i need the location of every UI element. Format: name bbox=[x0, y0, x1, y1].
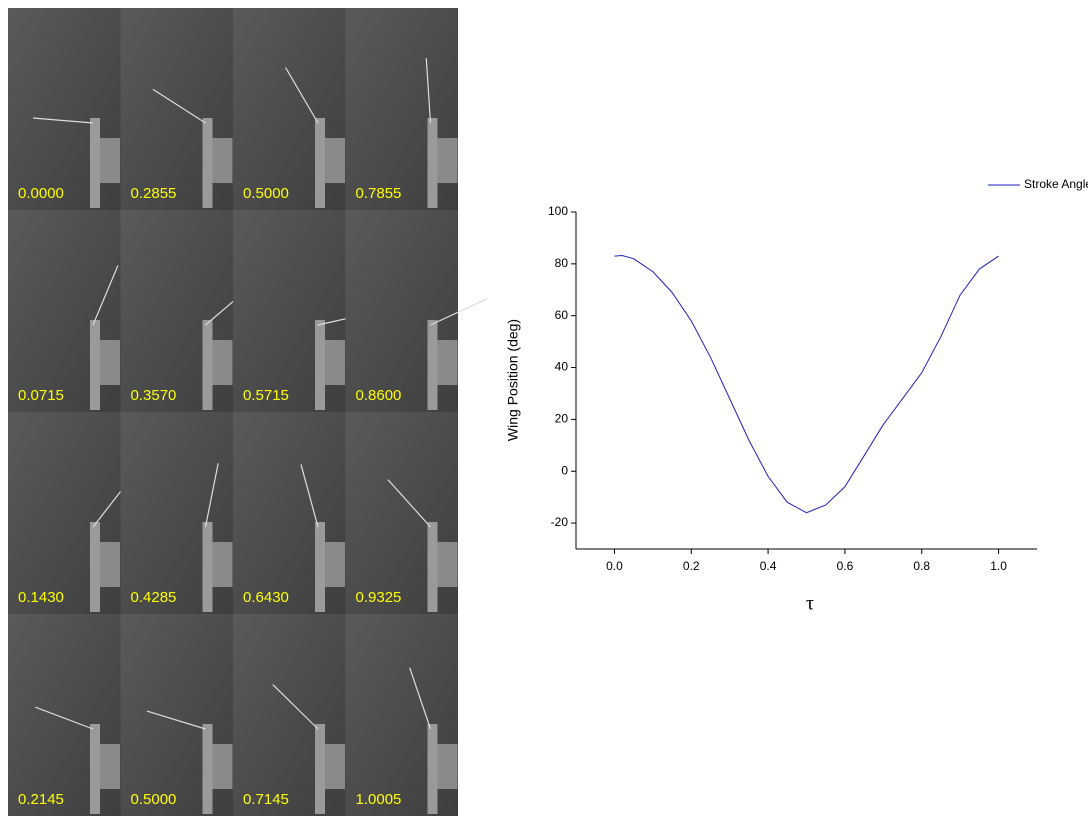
apparatus bbox=[202, 320, 213, 410]
y-tick-label: 100 bbox=[548, 204, 568, 218]
x-tick-label: 0.2 bbox=[683, 559, 700, 573]
wing bbox=[204, 463, 219, 528]
apparatus bbox=[315, 320, 325, 410]
apparatus bbox=[435, 138, 458, 183]
y-tick-label: -20 bbox=[551, 515, 569, 529]
frame-label: 0.5000 bbox=[243, 185, 289, 202]
frame-label: 0.5715 bbox=[243, 387, 289, 404]
frame-label: 0.6430 bbox=[243, 589, 289, 606]
wing bbox=[146, 710, 206, 730]
legend-label: Stroke Angle bbox=[1024, 177, 1088, 191]
apparatus bbox=[210, 138, 233, 183]
apparatus bbox=[427, 522, 438, 612]
wing bbox=[285, 67, 319, 124]
wing bbox=[430, 298, 487, 326]
wing bbox=[300, 464, 319, 528]
frame-label: 0.0000 bbox=[18, 185, 64, 202]
apparatus bbox=[435, 744, 458, 789]
x-tick-label: 0.6 bbox=[837, 559, 854, 573]
wing bbox=[152, 88, 206, 124]
apparatus bbox=[98, 340, 120, 385]
y-tick-label: 20 bbox=[555, 412, 569, 426]
wing bbox=[425, 58, 432, 124]
apparatus bbox=[90, 522, 100, 612]
wing bbox=[32, 117, 94, 124]
apparatus bbox=[323, 138, 345, 183]
apparatus bbox=[435, 542, 458, 587]
frame-label: 1.0005 bbox=[356, 791, 402, 808]
apparatus bbox=[90, 118, 100, 208]
frame-label: 0.5000 bbox=[131, 791, 177, 808]
apparatus bbox=[98, 542, 120, 587]
y-tick-label: 80 bbox=[555, 256, 569, 270]
frame-label: 0.0715 bbox=[18, 387, 64, 404]
x-tick-label: 0.4 bbox=[760, 559, 777, 573]
x-axis-label: τ bbox=[806, 593, 814, 615]
apparatus bbox=[435, 340, 458, 385]
apparatus bbox=[315, 724, 325, 814]
frame-label: 0.4285 bbox=[131, 589, 177, 606]
frame-label: 0.8600 bbox=[356, 387, 402, 404]
frame-label: 0.9325 bbox=[356, 589, 402, 606]
frame-label: 0.2855 bbox=[131, 185, 177, 202]
frame-label: 0.7145 bbox=[243, 791, 289, 808]
apparatus bbox=[427, 118, 438, 208]
frame-label: 0.2145 bbox=[18, 791, 64, 808]
frame-label: 0.3570 bbox=[131, 387, 177, 404]
wing bbox=[387, 479, 431, 528]
apparatus bbox=[323, 542, 345, 587]
series-line bbox=[614, 255, 999, 514]
y-tick-label: 60 bbox=[555, 308, 569, 322]
apparatus bbox=[210, 744, 233, 789]
apparatus bbox=[323, 340, 345, 385]
apparatus bbox=[427, 320, 438, 410]
apparatus bbox=[315, 118, 325, 208]
frame-label: 0.7855 bbox=[356, 185, 402, 202]
wing bbox=[35, 706, 94, 730]
apparatus bbox=[98, 744, 120, 789]
wing bbox=[272, 684, 319, 730]
apparatus bbox=[210, 340, 233, 385]
frame-label: 0.1430 bbox=[18, 589, 64, 606]
apparatus bbox=[427, 724, 438, 814]
apparatus bbox=[202, 522, 213, 612]
x-tick-label: 0.0 bbox=[606, 559, 623, 573]
wing bbox=[409, 667, 432, 730]
x-tick-label: 1.0 bbox=[990, 559, 1007, 573]
apparatus bbox=[323, 744, 345, 789]
apparatus bbox=[98, 138, 120, 183]
y-tick-label: 0 bbox=[561, 463, 568, 477]
y-tick-label: 40 bbox=[555, 360, 569, 374]
y-axis-label: Wing Position (deg) bbox=[505, 319, 521, 441]
apparatus bbox=[90, 320, 100, 410]
apparatus bbox=[202, 118, 213, 208]
x-tick-label: 0.8 bbox=[913, 559, 930, 573]
apparatus bbox=[90, 724, 100, 814]
wing bbox=[92, 265, 119, 326]
apparatus bbox=[202, 724, 213, 814]
apparatus bbox=[210, 542, 233, 587]
apparatus bbox=[315, 522, 325, 612]
